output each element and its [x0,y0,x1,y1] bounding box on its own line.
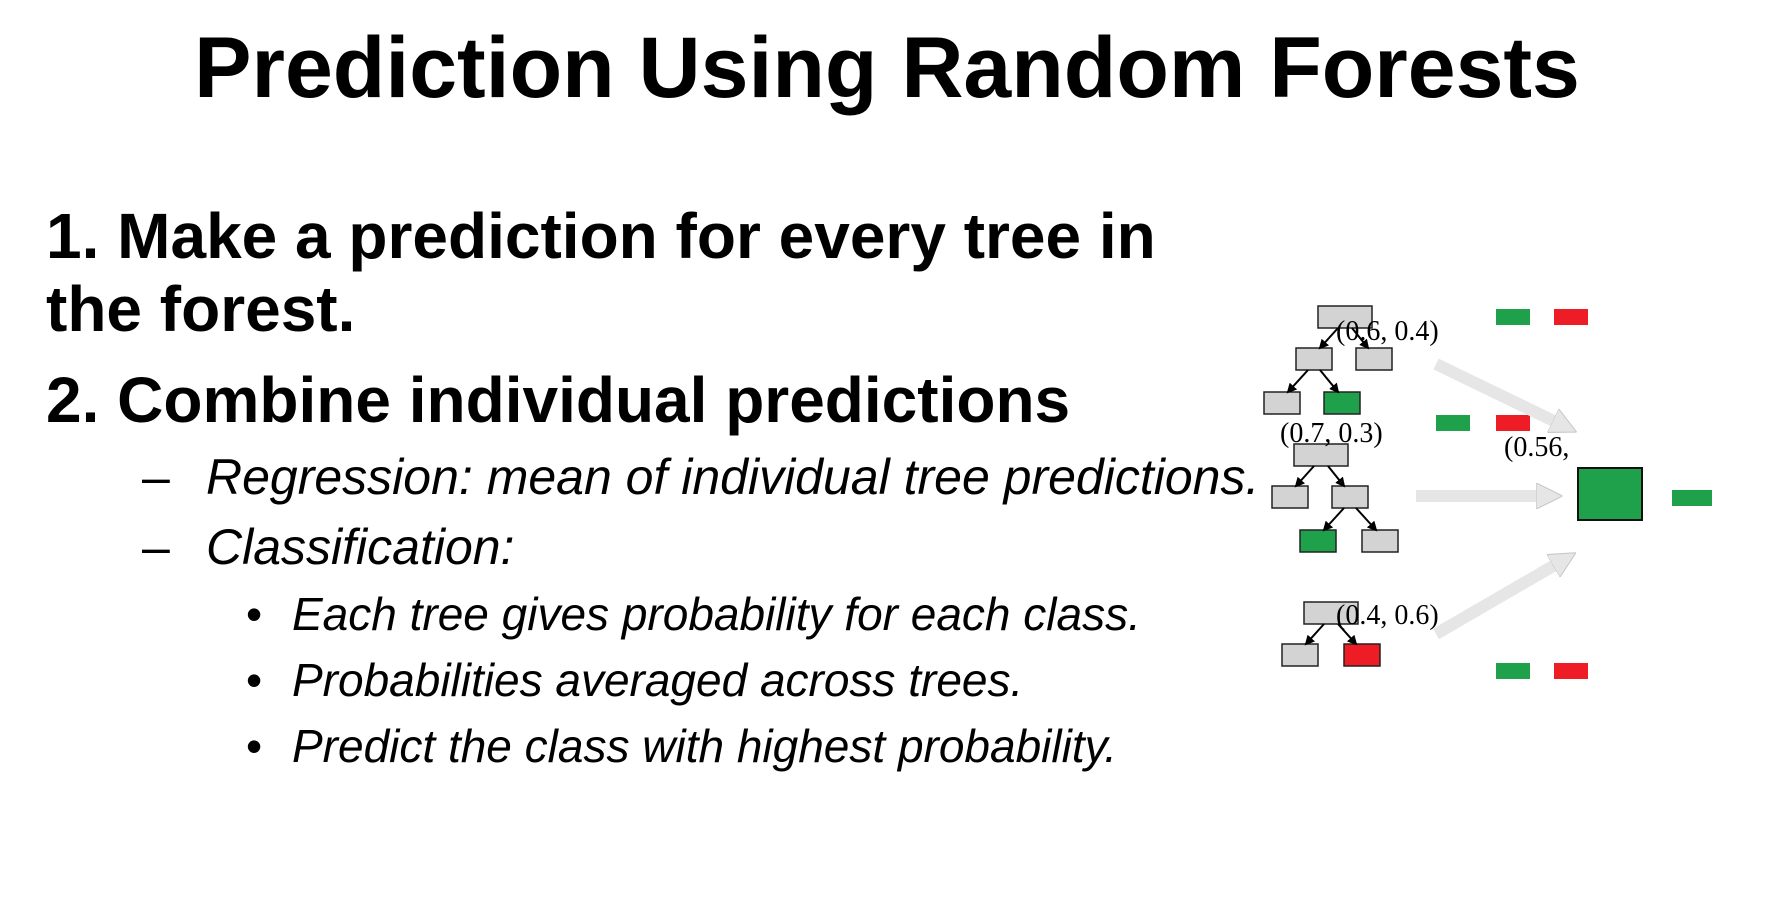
classification-point-text: Predict the class with highest probabili… [292,720,1117,772]
step-1: 1. Make a prediction for every tree in t… [46,200,1156,345]
tree-edge [1355,507,1378,532]
tree-2-probability: (0.7, 0.3) [1280,418,1383,449]
tree-edge [1294,465,1315,488]
tree-edge [1351,327,1370,350]
tree-edge [1286,369,1309,394]
tree-node [1263,391,1301,415]
tree-edge [1327,465,1346,488]
tree-edge [1304,623,1325,646]
prob-bar-green [1496,663,1530,679]
tree-node [1317,305,1373,329]
tree-leaf-green [1299,529,1337,553]
tree-1-probability: (0.6, 0.4) [1336,316,1439,347]
bullet-dot: • [246,654,263,706]
forest-graphic [1263,305,1712,679]
arrow-tree-1 [1433,358,1560,424]
classification-item: – Classification: [46,517,1266,577]
tree-2 [1271,443,1399,553]
tree-node [1331,485,1369,509]
bullet-list: 1. Make a prediction for every tree in t… [46,200,1266,775]
dash-marker: – [142,519,170,575]
bullet-dot: • [246,588,263,640]
tree-node [1303,601,1359,625]
bullet-dot: • [246,720,263,772]
tree-leaf-red [1343,643,1381,667]
tree-1 [1263,305,1393,415]
tree-node [1361,529,1399,553]
tree-edge [1318,327,1339,350]
combined-output-box [1577,467,1643,521]
classification-point-text: Each tree gives probability for each cla… [292,588,1141,640]
prob-bar-red [1554,663,1588,679]
tree-node [1355,347,1393,371]
classification-point-3: • Predict the class with highest probabi… [46,717,1266,775]
regression-text: Regression: mean of individual tree pred… [206,449,1260,505]
tree-node [1295,347,1333,371]
tree-node [1281,643,1319,667]
tree-3-probability: (0.4, 0.6) [1336,600,1439,631]
prob-bar-green [1436,415,1470,431]
tree-edge [1319,369,1340,394]
tree-node [1271,485,1309,509]
tree-node [1293,443,1349,467]
classification-text: Classification: [206,519,515,575]
regression-item: – Regression: mean of individual tree pr… [46,447,1266,507]
combined-bar-green [1672,490,1712,506]
arrow-tree-3 [1432,562,1560,640]
slide-title: Prediction Using Random Forests [194,20,1580,116]
prob-bar-red [1496,415,1530,431]
step-2: 2. Combine individual predictions [46,364,1071,436]
prob-bar-red [1554,309,1588,325]
classification-point-1: • Each tree gives probability for each c… [46,585,1266,643]
random-forest-diagram: (0.6, 0.4) (0.7, 0.3) (0.4, 0.6) (0.56, [1240,300,1774,760]
tree-leaf-green [1323,391,1361,415]
classification-point-2: • Probabilities averaged across trees. [46,651,1266,709]
combined-probability: (0.56, [1504,432,1570,463]
classification-point-text: Probabilities averaged across trees. [292,654,1024,706]
tree-edge [1322,507,1345,532]
tree-3 [1281,601,1381,667]
tree-edge [1337,623,1358,646]
prob-bar-green [1496,309,1530,325]
dash-marker: – [142,449,170,505]
